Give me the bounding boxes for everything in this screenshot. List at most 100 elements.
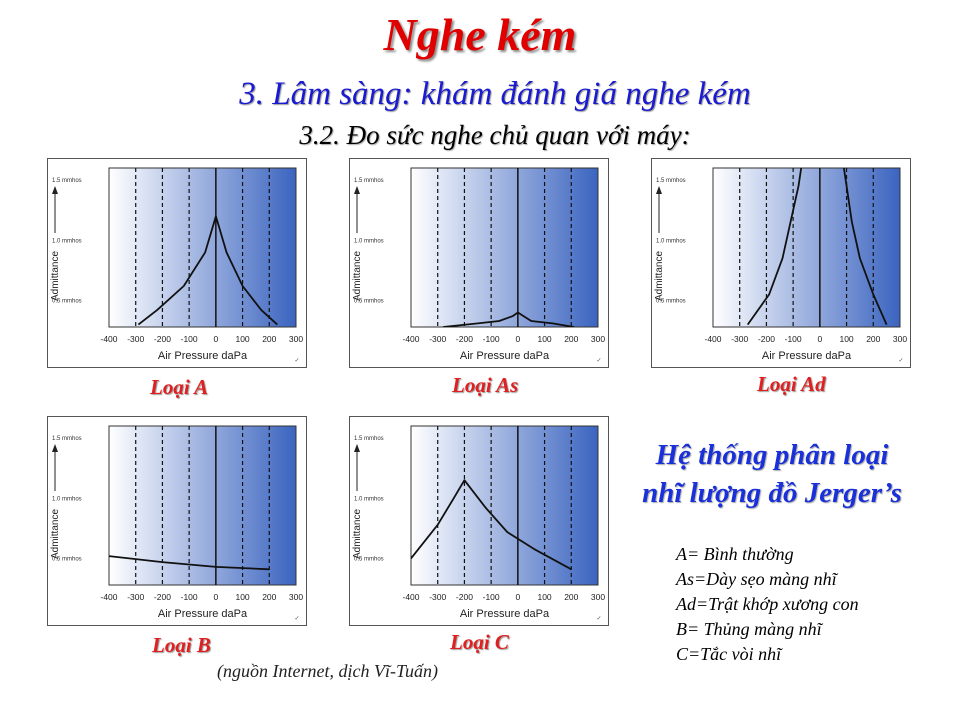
chart-svg: 0.5 mmhos 1.0 mmhos 1.5 mmhos -400 -300 -200-…: [349, 158, 609, 368]
x-tick-label: -300: [127, 592, 144, 602]
chart-label-a: Loại A: [150, 375, 209, 399]
chart-label-c: Loại C: [450, 630, 509, 654]
x-tick-label: -300: [429, 334, 446, 344]
x-tick-label: 300: [893, 334, 907, 344]
plot-area: [410, 425, 599, 586]
y-tick-label: 1.0 mmhos: [354, 238, 384, 244]
tympanogram-chart-a: 0.5 mmhos 1.0 mmhos 1.5 mmhos -400 -300 -200-…: [47, 158, 307, 368]
y-tick-label: 0.5 mmhos: [52, 557, 82, 563]
y-tick-label: 0.5 mmhos: [656, 299, 686, 305]
x-tick-label: 100: [537, 592, 551, 602]
classification-title-line2: nhĩ lượng đồ Jerger’s: [642, 477, 902, 509]
chart-label-as: Loại As: [452, 373, 519, 397]
tympanogram-chart-c: 0.5 mmhos 1.0 mmhos 1.5 mmhos -400 -300 -200-…: [349, 416, 609, 626]
y-axis-label: Admittance: [50, 509, 61, 559]
chart-svg: 0.5 mmhos 1.0 mmhos 1.5 mmhos -400 -300 -200-…: [349, 416, 609, 626]
y-tick-label: 0.5 mmhos: [354, 557, 384, 563]
tympanogram-curve: [843, 168, 888, 325]
x-tick-label: -300: [429, 592, 446, 602]
y-axis-arrowhead: [52, 186, 58, 194]
tympanogram-chart-ad: 0.5 mmhos 1.0 mmhos 1.5 mmhos -400 -300 -200-…: [651, 158, 911, 368]
x-tick-label: 0: [515, 592, 520, 602]
chart-svg: 0.5 mmhos 1.0 mmhos 1.5 mmhos -400 -300 -200-…: [651, 158, 911, 368]
x-axis-label: Air Pressure daPa: [158, 350, 248, 362]
y-tick-label: 1.5 mmhos: [52, 178, 82, 184]
x-tick-label: 0: [515, 334, 520, 344]
y-tick-label: 1.0 mmhos: [52, 496, 82, 502]
x-tick-label: -100: [483, 592, 500, 602]
x-tick-label: -100: [181, 334, 198, 344]
x-tick-label: -200: [758, 334, 775, 344]
x-tick-label: 300: [591, 592, 605, 602]
x-tick-label: -100: [181, 592, 198, 602]
y-axis-arrowhead: [656, 186, 662, 194]
classification-system-title: Hệ thống phân loại nhĩ lượng đồ Jerger’s: [612, 436, 932, 512]
y-axis-arrowhead: [354, 186, 360, 194]
y-axis-arrowhead: [354, 444, 360, 452]
x-tick-label: -200: [456, 592, 473, 602]
type-legend: A= Bình thường As=Dày sẹo màng nhĩ Ad=Tr…: [676, 542, 859, 667]
x-axis-label: Air Pressure daPa: [158, 608, 248, 620]
watermark-mark: ✓: [596, 358, 601, 364]
y-axis-label: Admittance: [654, 251, 665, 301]
plot-area: [108, 167, 297, 328]
chart-svg: 0.5 mmhos 1.0 mmhos 1.5 mmhos -400 -300 -200-…: [47, 158, 307, 368]
x-tick-label: -200: [154, 334, 171, 344]
y-tick-label: 1.0 mmhos: [52, 238, 82, 244]
classification-title-line1: Hệ thống phân loại: [655, 439, 889, 471]
y-tick-label: 1.0 mmhos: [354, 496, 384, 502]
y-tick-label: 1.5 mmhos: [656, 178, 686, 184]
x-tick-label: -300: [731, 334, 748, 344]
plot-area: [712, 167, 901, 328]
x-tick-label: -100: [483, 334, 500, 344]
x-tick-label: 100: [537, 334, 551, 344]
x-tick-label: -200: [456, 334, 473, 344]
plot-area: [108, 425, 297, 586]
watermark-mark: ✓: [294, 616, 299, 622]
tympanogram-curve: [746, 168, 803, 326]
y-axis-arrowhead: [52, 444, 58, 452]
x-tick-label: 0: [817, 334, 822, 344]
x-axis-label: Air Pressure daPa: [762, 350, 852, 362]
chart-label-ad: Loại Ad: [757, 372, 826, 396]
y-axis-label: Admittance: [352, 251, 363, 301]
legend-item-as: As=Dày sẹo màng nhĩ: [676, 569, 837, 589]
legend-item-b: B= Thủng màng nhĩ: [676, 619, 822, 639]
x-tick-label: 300: [591, 334, 605, 344]
tympanogram-curve: [411, 479, 572, 571]
x-tick-label: 100: [839, 334, 853, 344]
y-tick-label: 0.5 mmhos: [354, 299, 384, 305]
watermark-mark: ✓: [294, 358, 299, 364]
x-tick-label: -400: [402, 334, 419, 344]
x-tick-label: -300: [127, 334, 144, 344]
x-tick-label: -400: [402, 592, 419, 602]
x-axis-label: Air Pressure daPa: [460, 608, 550, 620]
x-tick-label: -400: [100, 592, 117, 602]
y-tick-label: 0.5 mmhos: [52, 299, 82, 305]
tympanogram-curve: [137, 215, 278, 326]
x-tick-label: -200: [154, 592, 171, 602]
plot-area: [410, 167, 599, 328]
x-tick-label: -400: [100, 334, 117, 344]
x-tick-label: 0: [213, 592, 218, 602]
x-tick-label: 200: [866, 334, 880, 344]
y-tick-label: 1.5 mmhos: [354, 436, 384, 442]
section-subtitle: 3. Lâm sàng: khám đánh giá nghe kém: [239, 76, 751, 112]
x-tick-label: -400: [704, 334, 721, 344]
source-note: (nguồn Internet, dịch Vĩ-Tuấn): [217, 661, 438, 681]
tympanogram-chart-as: 0.5 mmhos 1.0 mmhos 1.5 mmhos -400 -300 -200-…: [349, 158, 609, 368]
watermark-mark: ✓: [898, 358, 903, 364]
tympanogram-curve: [443, 311, 575, 327]
x-tick-label: 200: [262, 334, 276, 344]
x-tick-label: 300: [289, 592, 303, 602]
section-subheading: 3.2. Đo sức nghe chủ quan với máy:: [299, 120, 691, 150]
x-tick-label: 200: [262, 592, 276, 602]
tympanogram-chart-b: 0.5 mmhos 1.0 mmhos 1.5 mmhos -400 -300 -200-…: [47, 416, 307, 626]
y-axis-label: Admittance: [50, 251, 61, 301]
x-tick-label: 200: [564, 334, 578, 344]
x-tick-label: 100: [235, 334, 249, 344]
tympanogram-curve: [109, 555, 270, 571]
y-tick-label: 1.5 mmhos: [52, 436, 82, 442]
x-tick-label: 100: [235, 592, 249, 602]
legend-item-c: C=Tắc vòi nhĩ: [676, 644, 782, 664]
